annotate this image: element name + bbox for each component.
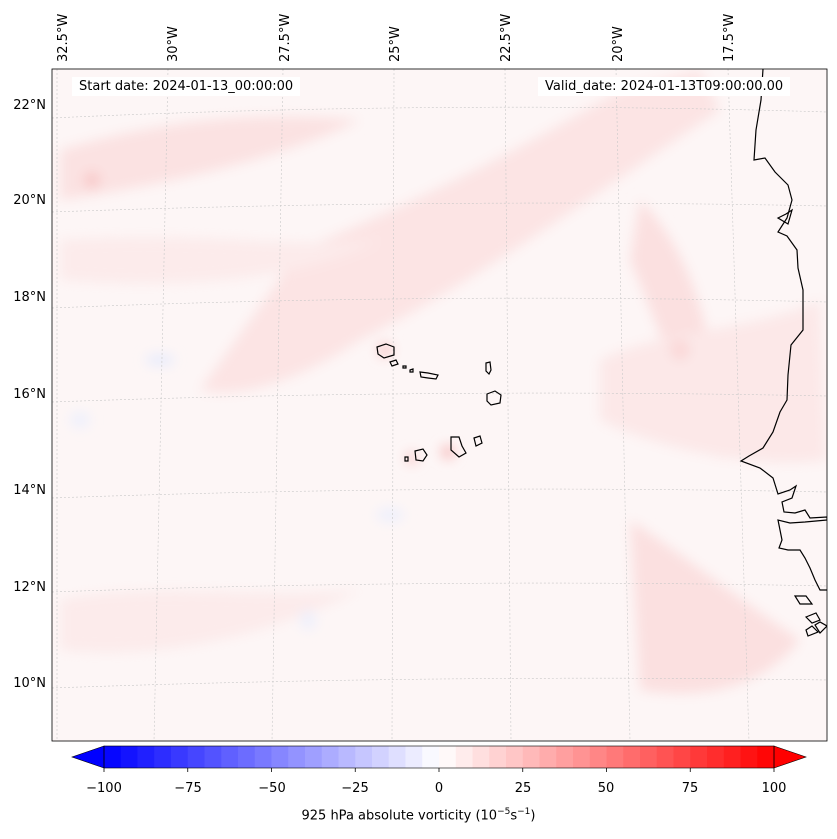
colorbar-segment (104, 746, 122, 768)
lon-label-25w: 25°W (388, 26, 403, 62)
colorbar-tick-label: −75 (174, 781, 202, 796)
colorbar (71, 745, 807, 772)
lat-label-20n: 20°N (13, 193, 46, 208)
colorbar-tick-label: −100 (86, 781, 122, 796)
colorbar-segment (623, 746, 641, 768)
colorbar-segment (355, 746, 373, 768)
colorbar-segment (522, 746, 541, 768)
colorbar-segment (556, 746, 574, 768)
colorbar-segment (740, 746, 758, 768)
colorbar-segment (221, 746, 239, 768)
colorbar-segment (757, 746, 775, 768)
valid-date-label: Valid_date: 2024-01-13T09:00:00.00 (538, 77, 791, 96)
colorbar-segment (405, 746, 423, 768)
colorbar-segment (723, 746, 742, 768)
start-date-label: Start date: 2024-01-13_00:00:00 (72, 77, 301, 96)
lon-label-20w: 20°W (611, 26, 626, 62)
colorbar-segment (338, 746, 356, 768)
colorbar-segment (137, 746, 155, 768)
colorbar-segment (707, 746, 725, 768)
lat-label-12n: 12°N (13, 580, 46, 595)
colorbar-segment (238, 746, 256, 768)
colorbar-segment (171, 746, 189, 768)
colorbar-tick-label: 0 (434, 781, 444, 796)
vorticity-field (52, 69, 827, 741)
colorbar-segment (606, 746, 624, 768)
vorticity-shading (60, 70, 827, 694)
colorbar-segment (673, 746, 691, 768)
lat-label-16n: 16°N (13, 387, 46, 402)
colorbar-segment (472, 746, 490, 768)
graticule (52, 69, 827, 741)
colorbar-tick-label: −50 (258, 781, 286, 796)
colorbar-segment (640, 746, 658, 768)
colorbar-tick-label: 25 (514, 781, 532, 796)
colorbar-segment (422, 746, 440, 768)
colorbar-segment (288, 746, 306, 768)
map-frame (51, 68, 828, 742)
lat-label-18n: 18°N (13, 290, 46, 305)
lat-label-14n: 14°N (13, 483, 46, 498)
colorbar-segment (271, 746, 289, 768)
colorbar-extend-max (773, 745, 807, 769)
colorbar-tick-label: 50 (597, 781, 615, 796)
colorbar-segment (539, 746, 557, 768)
lon-label-30w: 30°W (166, 26, 181, 62)
colorbar-segment (656, 746, 675, 768)
colorbar-label: 925 hPa absolute vorticity (10−5s−1) (301, 807, 536, 824)
africa-coastline (739, 69, 827, 637)
colorbar-tick-label: 100 (761, 781, 787, 796)
colorbar-segment (489, 746, 507, 768)
colorbar-segment (455, 746, 474, 768)
colorbar-tick-label: −25 (341, 781, 369, 796)
lon-label-22-5w: 22.5°W (499, 13, 514, 62)
colorbar-segment (589, 746, 608, 768)
colorbar-segment (204, 746, 222, 768)
colorbar-segment (388, 746, 407, 768)
lon-label-17-5w: 17.5°W (722, 13, 737, 62)
colorbar-segment (154, 746, 172, 768)
colorbar-tick-label: 75 (681, 781, 699, 796)
colorbar-segment (321, 746, 340, 768)
colorbar-segment (187, 746, 206, 768)
lon-label-27-5w: 27.5°W (278, 13, 293, 62)
lat-label-22n: 22°N (13, 98, 46, 113)
colorbar-segment (120, 746, 139, 768)
colorbar-segment (372, 746, 390, 768)
colorbar-extend-min (71, 745, 105, 769)
cape-verde-islands (376, 343, 502, 462)
lon-label-32-5w: 32.5°W (56, 13, 71, 62)
colorbar-segment (690, 746, 708, 768)
colorbar-segment (573, 746, 591, 768)
lat-label-10n: 10°N (13, 676, 46, 691)
colorbar-segment (254, 746, 273, 768)
colorbar-segment (506, 746, 524, 768)
colorbar-segment (305, 746, 323, 768)
colorbar-segment (439, 746, 457, 768)
